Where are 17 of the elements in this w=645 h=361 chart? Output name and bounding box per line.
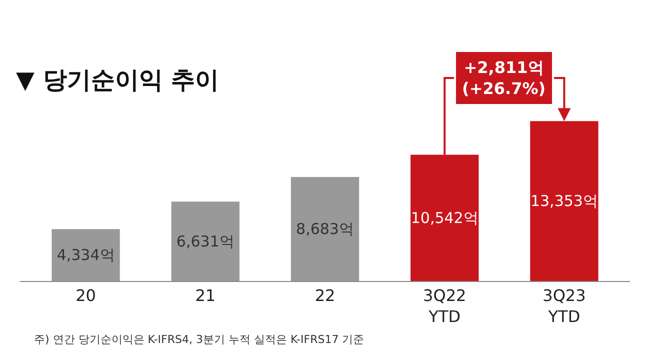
x-tick-label: 22 xyxy=(314,286,336,306)
data-label: 8,683억 xyxy=(296,220,354,238)
data-label: 10,542억 xyxy=(410,208,478,227)
bar xyxy=(171,202,240,281)
data-label: 6,631억 xyxy=(176,232,234,250)
bar xyxy=(52,229,120,281)
chart-title: ▼ 당기순이익 추이 xyxy=(16,66,220,94)
data-label: 4,334억 xyxy=(56,246,115,264)
x-tick-label: 20 xyxy=(76,286,96,306)
x-tick-label: 3Q22 YTD xyxy=(423,286,466,326)
x-tick-label: 3Q23 YTD xyxy=(542,286,586,326)
text: +2,811억 (+26.7%) xyxy=(462,58,546,98)
bar xyxy=(290,177,360,281)
bar xyxy=(410,154,479,281)
x-tick-label: 21 xyxy=(195,286,216,306)
text: 주) 연간 당기순이익은 K-IFRS4, 3분기 누적 실적은 K-IFRS17 기준 xyxy=(34,333,364,346)
data-label: 13,353억 xyxy=(530,192,598,210)
